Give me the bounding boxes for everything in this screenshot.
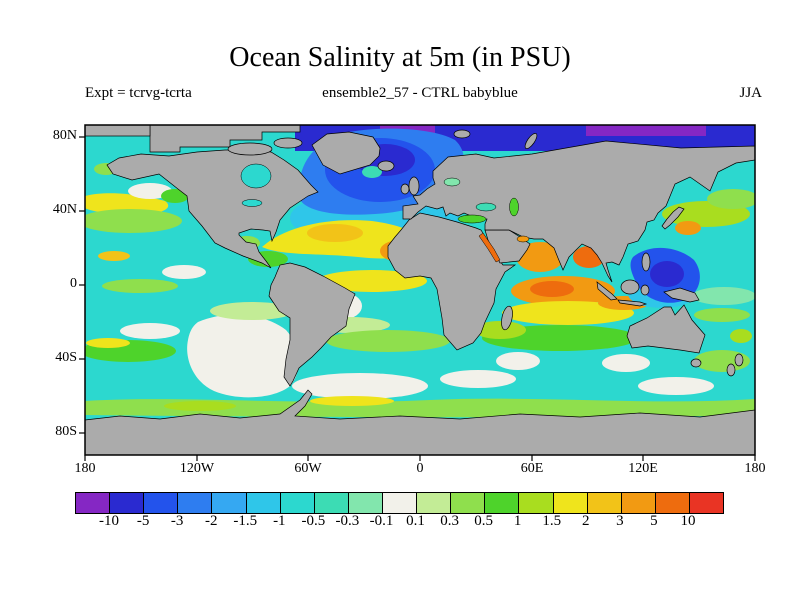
colorbar-segment xyxy=(144,493,179,513)
colorbar-label: -0.1 xyxy=(369,513,394,529)
colorbar-label: -3 xyxy=(170,513,184,529)
novaya-zemlya xyxy=(524,133,538,149)
great-britain xyxy=(408,176,420,196)
colorbar-label: 0.1 xyxy=(406,513,425,529)
red-sea xyxy=(478,232,501,263)
lon-label-180e: 180 xyxy=(744,461,766,476)
colorbar-segment xyxy=(382,493,418,513)
salinity-map-canvas xyxy=(79,124,756,461)
inland-seas xyxy=(240,163,530,263)
colorbar-label: 1.5 xyxy=(542,513,562,529)
lat-label-40s: 40S xyxy=(55,350,77,365)
borneo xyxy=(620,279,640,295)
lon-label-60w: 60W xyxy=(294,461,322,476)
caspian-sea xyxy=(509,197,519,217)
continent-australia xyxy=(626,304,706,354)
colorbar-segment xyxy=(553,493,588,513)
persian-gulf xyxy=(516,235,530,243)
canadian-arctic-islands xyxy=(227,142,273,156)
lat-label-eq: 0 xyxy=(70,276,77,291)
colorbar-segment xyxy=(587,493,622,513)
colorbar-segment xyxy=(246,493,281,513)
colorbar-segment xyxy=(110,493,145,513)
hudson-bay xyxy=(240,163,272,189)
greenland xyxy=(311,131,381,175)
colorbar-segment xyxy=(689,493,724,513)
colorbar-segment xyxy=(451,493,486,513)
svalbard xyxy=(453,129,471,139)
lon-label-120w: 120W xyxy=(179,461,215,476)
madagascar xyxy=(501,305,513,331)
lat-label-40n: 40N xyxy=(52,202,77,217)
new-zealand xyxy=(734,353,744,367)
arctic-ice-corner xyxy=(85,125,151,137)
colorbar-label: 0.5 xyxy=(474,513,493,529)
iceland xyxy=(377,160,395,172)
colorbar-label: 2 xyxy=(582,513,590,529)
axis-ticks xyxy=(79,136,756,461)
experiment-label: Expt = tcrvg-tcrta xyxy=(85,85,192,101)
tasmania xyxy=(690,358,702,368)
lon-label-120e: 120E xyxy=(628,461,658,476)
colorbar-label: 5 xyxy=(650,513,658,529)
season-label: JJA xyxy=(739,85,762,101)
sulawesi xyxy=(640,284,650,296)
mediterranean-east xyxy=(457,214,487,224)
colorbar-label: -10 xyxy=(99,513,120,529)
lon-label-180w: 180 xyxy=(74,461,96,476)
arctic-ice-edge xyxy=(149,125,301,153)
colorbar-label: 0.3 xyxy=(440,513,459,529)
colorbar-labels: -10 -5 -3 -2 -1.5 -1 -0.5 -0.3 -0.1 0.1 0.3 0.5 1 1.5… xyxy=(75,513,722,533)
continent-eurasia xyxy=(402,140,755,283)
colorbar-label: -1.5 xyxy=(233,513,258,529)
continent-south-america xyxy=(268,262,356,387)
land-masses xyxy=(85,125,755,455)
colorbar-segment xyxy=(417,493,452,513)
plot-title: Ocean Salinity at 5m (in PSU) xyxy=(229,42,571,73)
japan xyxy=(661,206,685,230)
colorbar-segment xyxy=(655,493,690,513)
canadian-arctic-islands xyxy=(273,137,303,149)
sumatra xyxy=(596,281,618,301)
lat-label-80n: 80N xyxy=(52,128,77,143)
lon-label-0: 0 xyxy=(416,461,424,476)
colorbar-label: -2 xyxy=(204,513,218,529)
colorbar-label: -5 xyxy=(136,513,150,529)
colorbar-label: -1 xyxy=(273,513,286,529)
colorbar-segment xyxy=(348,493,383,513)
colorbar-segments xyxy=(75,492,724,514)
comparison-label: ensemble2_57 - CTRL babyblue xyxy=(322,85,518,101)
philippines xyxy=(641,252,651,272)
colorbar-segment xyxy=(621,493,656,513)
colorbar-label: -0.5 xyxy=(301,513,326,529)
colorbar-segment xyxy=(212,493,247,513)
colorbar-segment xyxy=(76,493,111,513)
baltic-sea xyxy=(443,177,461,187)
continent-antarctica xyxy=(85,389,755,455)
colorbar-segment xyxy=(178,493,213,513)
colorbar-label: 10 xyxy=(680,513,696,529)
lat-label-80s: 80S xyxy=(55,424,77,439)
great-lakes xyxy=(241,199,263,207)
map-frame xyxy=(79,124,756,461)
black-sea xyxy=(475,202,497,212)
colorbar-label: 3 xyxy=(616,513,624,529)
lon-label-60e: 60E xyxy=(520,461,544,476)
colorbar-segment xyxy=(314,493,349,513)
java xyxy=(617,299,648,307)
colorbar-segment xyxy=(280,493,315,513)
colorbar-label: -0.3 xyxy=(335,513,360,529)
new-zealand xyxy=(726,363,736,377)
colorbar-segment xyxy=(485,493,520,513)
ireland xyxy=(400,183,410,195)
continent-africa xyxy=(387,212,517,351)
colorbar-segment xyxy=(519,493,554,513)
new-guinea xyxy=(663,287,700,303)
colorbar-label: 1 xyxy=(513,513,522,529)
